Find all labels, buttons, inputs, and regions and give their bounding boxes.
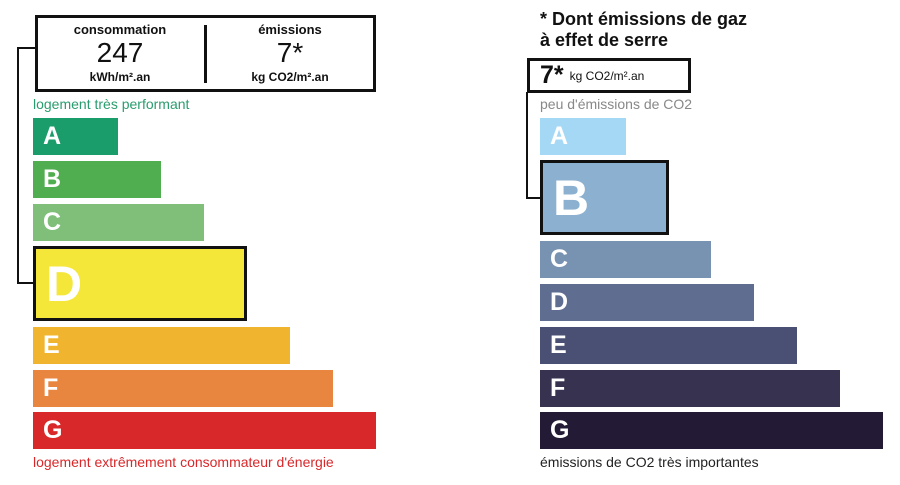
class-bar: G xyxy=(33,412,376,449)
bottom-note: logement extrêmement consommateur d'éner… xyxy=(33,454,334,470)
summary-box xyxy=(35,15,376,92)
class-bar: G xyxy=(540,412,883,449)
connector xyxy=(17,47,36,49)
climate-box: 7* kg CO2/m².an xyxy=(527,58,691,93)
top-note: peu d'émissions de CO2 xyxy=(540,96,693,112)
bottom-note: émissions de CO2 très importantes xyxy=(540,454,759,470)
title-line: * Dont émissions de gaz xyxy=(540,9,748,29)
connector xyxy=(526,92,528,199)
class-bar: C xyxy=(33,204,204,241)
emissions-value: 7* xyxy=(276,37,304,68)
top-note: logement très performant xyxy=(33,96,190,112)
divider xyxy=(204,25,207,83)
class-bar: C xyxy=(540,241,711,278)
connector xyxy=(526,197,541,199)
connector xyxy=(17,282,35,284)
climate-value: 7* xyxy=(540,61,564,89)
consumption-label: consommation xyxy=(73,22,167,37)
class-bar: F xyxy=(33,370,333,407)
climate-unit: kg CO2/m².an xyxy=(569,68,645,83)
class-bar: D xyxy=(33,246,247,321)
class-bar: E xyxy=(540,327,797,364)
class-bar: F xyxy=(540,370,840,407)
consumption-unit: kWh/m².an xyxy=(89,70,151,84)
connector xyxy=(17,47,19,284)
class-bar: B xyxy=(33,161,161,198)
class-bar: A xyxy=(33,118,118,155)
class-bar: E xyxy=(33,327,290,364)
class-bar: D xyxy=(540,284,754,321)
class-bar: A xyxy=(540,118,626,155)
emissions-label: émissions xyxy=(258,22,322,37)
emissions-unit: kg CO2/m².an xyxy=(251,70,329,84)
climate-title: * Dont émissions de gaz à effet de serre xyxy=(540,9,747,51)
class-bar: B xyxy=(540,160,669,235)
title-line: à effet de serre xyxy=(540,30,669,50)
consumption-value: 247 xyxy=(96,37,144,68)
